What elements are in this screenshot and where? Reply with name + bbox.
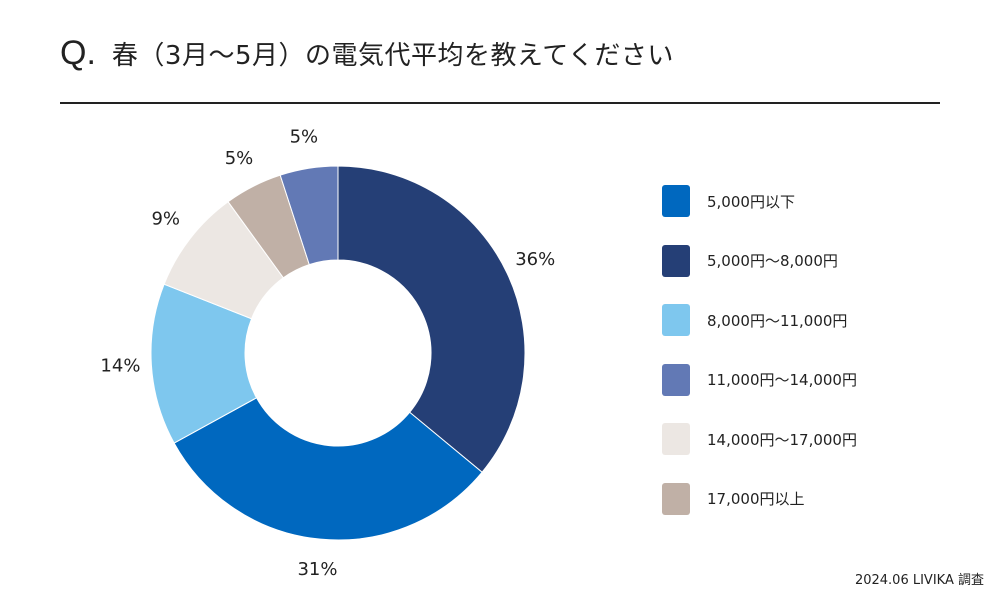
title-divider: [60, 102, 940, 104]
legend-swatch: [662, 185, 690, 217]
legend-swatch: [662, 244, 690, 277]
legend-swatch: [662, 363, 690, 396]
slice-value-label: 14%: [100, 356, 140, 377]
question-marker: Q.: [60, 34, 96, 72]
slice-value-label: 5%: [290, 127, 319, 148]
legend-swatch: [662, 482, 690, 515]
legend: 5,000円以下 5,000円〜8,000円 8,000円〜11,000円 11,00…: [662, 185, 857, 543]
donut-slice: [173, 397, 483, 541]
slice-value-label: 9%: [151, 208, 180, 229]
legend-item: 14,000円〜17,000円: [662, 423, 857, 456]
legend-label: 5,000円〜8,000円: [707, 252, 838, 271]
legend-item: 11,000円〜14,000円: [662, 363, 857, 396]
legend-item: 8,000円〜11,000円: [662, 304, 857, 337]
donut-slice: [279, 165, 339, 266]
slice-value-label: 36%: [515, 249, 555, 270]
chart-title: Q. 春（3月〜5月）の電気代平均を教えてください: [60, 34, 674, 94]
legend-item: 5,000円以下: [662, 185, 857, 217]
legend-item: 5,000円〜8,000円: [662, 244, 857, 277]
legend-swatch: [662, 304, 690, 337]
legend-label: 11,000円〜14,000円: [707, 371, 857, 390]
source-note: 2024.06 LIVIKA 調査: [854, 573, 984, 588]
legend-item: 17,000円以上: [662, 482, 857, 515]
slice-value-label: 5%: [225, 148, 254, 169]
question-text: 春（3月〜5月）の電気代平均を教えてください: [111, 41, 674, 71]
legend-label: 5,000円以下: [707, 192, 795, 211]
legend-swatch: [662, 423, 690, 456]
donut-slice: [337, 165, 526, 473]
legend-label: 17,000円以上: [707, 490, 805, 509]
slice-value-label: 31%: [297, 559, 337, 580]
legend-label: 8,000円〜11,000円: [707, 311, 848, 330]
legend-label: 14,000円〜17,000円: [707, 430, 857, 449]
